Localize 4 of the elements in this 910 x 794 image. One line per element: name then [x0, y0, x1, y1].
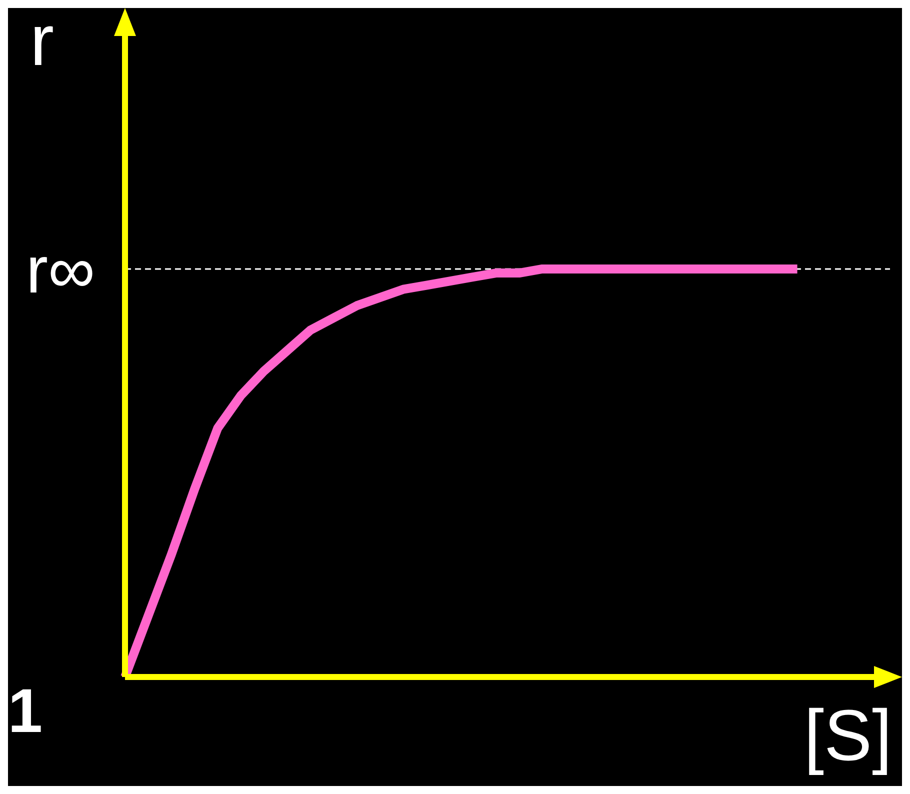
ref-line-label: r∞ — [26, 232, 95, 306]
text: 1 — [8, 676, 42, 747]
y-axis-title: r — [30, 0, 54, 82]
x-axis-title: [S] — [804, 696, 892, 776]
